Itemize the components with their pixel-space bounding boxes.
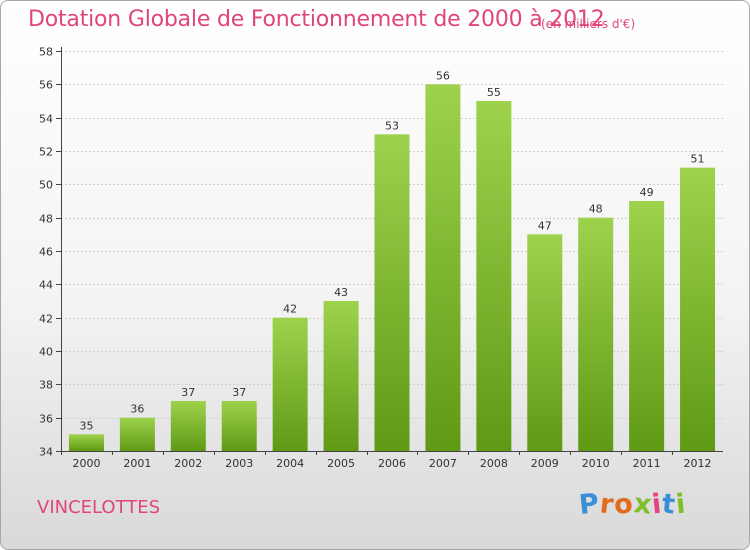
bar-2002 bbox=[170, 401, 206, 451]
x-tick-label: 2008 bbox=[480, 457, 508, 470]
x-tick-label: 2002 bbox=[174, 457, 202, 470]
x-tick-label: 2010 bbox=[582, 457, 610, 470]
y-tick-label: 44 bbox=[39, 279, 53, 292]
value-label: 48 bbox=[589, 203, 603, 216]
x-tick-label: 2006 bbox=[378, 457, 406, 470]
bar-2005 bbox=[323, 301, 359, 451]
labels: 34 36 38 40 42 44 46 48 50 52 54 56 58 35 2000 36 2001 37… bbox=[39, 46, 712, 471]
bar-2010 bbox=[578, 217, 614, 451]
bar-2008 bbox=[476, 101, 512, 451]
logo-letter: i bbox=[674, 488, 689, 521]
bar-2003 bbox=[221, 401, 257, 451]
bars bbox=[68, 84, 716, 452]
x-tick-label: 2003 bbox=[225, 457, 253, 470]
value-label: 53 bbox=[385, 119, 399, 132]
bar-2011 bbox=[629, 201, 665, 451]
y-tick-label: 36 bbox=[39, 413, 53, 426]
value-label: 42 bbox=[283, 303, 297, 316]
x-tick-label: 2004 bbox=[276, 457, 304, 470]
value-label: 49 bbox=[640, 186, 654, 199]
y-tick-label: 38 bbox=[39, 379, 53, 392]
y-tick-label: 42 bbox=[39, 313, 53, 326]
x-tick-label: 2011 bbox=[633, 457, 661, 470]
x-tick-label: 2007 bbox=[429, 457, 457, 470]
y-tick-label: 50 bbox=[39, 179, 53, 192]
value-label: 35 bbox=[79, 419, 93, 432]
bar-2012 bbox=[680, 167, 716, 451]
bar-2001 bbox=[119, 417, 155, 451]
x-tick-label: 2012 bbox=[684, 457, 712, 470]
value-label: 36 bbox=[130, 403, 144, 416]
value-label: 47 bbox=[538, 219, 552, 232]
x-tick-label: 2001 bbox=[123, 457, 151, 470]
y-tick-label: 46 bbox=[39, 246, 53, 259]
chart-subtitle: (en milliers d'€) bbox=[541, 17, 636, 31]
bar-2009 bbox=[527, 234, 563, 451]
location-name: VINCELOTTES bbox=[37, 497, 161, 518]
axes bbox=[56, 47, 723, 455]
proxiti-logo: Proxiti bbox=[577, 488, 689, 521]
bar-2006 bbox=[374, 134, 410, 452]
value-label: 51 bbox=[691, 153, 705, 166]
value-label: 37 bbox=[181, 386, 195, 399]
chart-title: Dotation Globale de Fonctionnement de 20… bbox=[28, 7, 605, 32]
y-tick-label: 54 bbox=[39, 113, 53, 126]
y-tick-label: 58 bbox=[39, 46, 53, 59]
x-tick-label: 2009 bbox=[531, 457, 559, 470]
value-label: 56 bbox=[436, 69, 450, 82]
value-label: 55 bbox=[487, 86, 501, 99]
bar-2000 bbox=[68, 434, 104, 451]
bar-2004 bbox=[272, 317, 308, 451]
x-tick-label: 2005 bbox=[327, 457, 355, 470]
y-tick-label: 52 bbox=[39, 146, 53, 159]
bar-2007 bbox=[425, 84, 461, 451]
y-tick-label: 40 bbox=[39, 346, 53, 359]
y-tick-label: 48 bbox=[39, 213, 53, 226]
value-label: 37 bbox=[232, 386, 246, 399]
x-tick-label: 2000 bbox=[72, 457, 100, 470]
y-tick-label: 56 bbox=[39, 79, 53, 92]
value-label: 43 bbox=[334, 286, 348, 299]
y-tick-label: 34 bbox=[39, 446, 53, 459]
